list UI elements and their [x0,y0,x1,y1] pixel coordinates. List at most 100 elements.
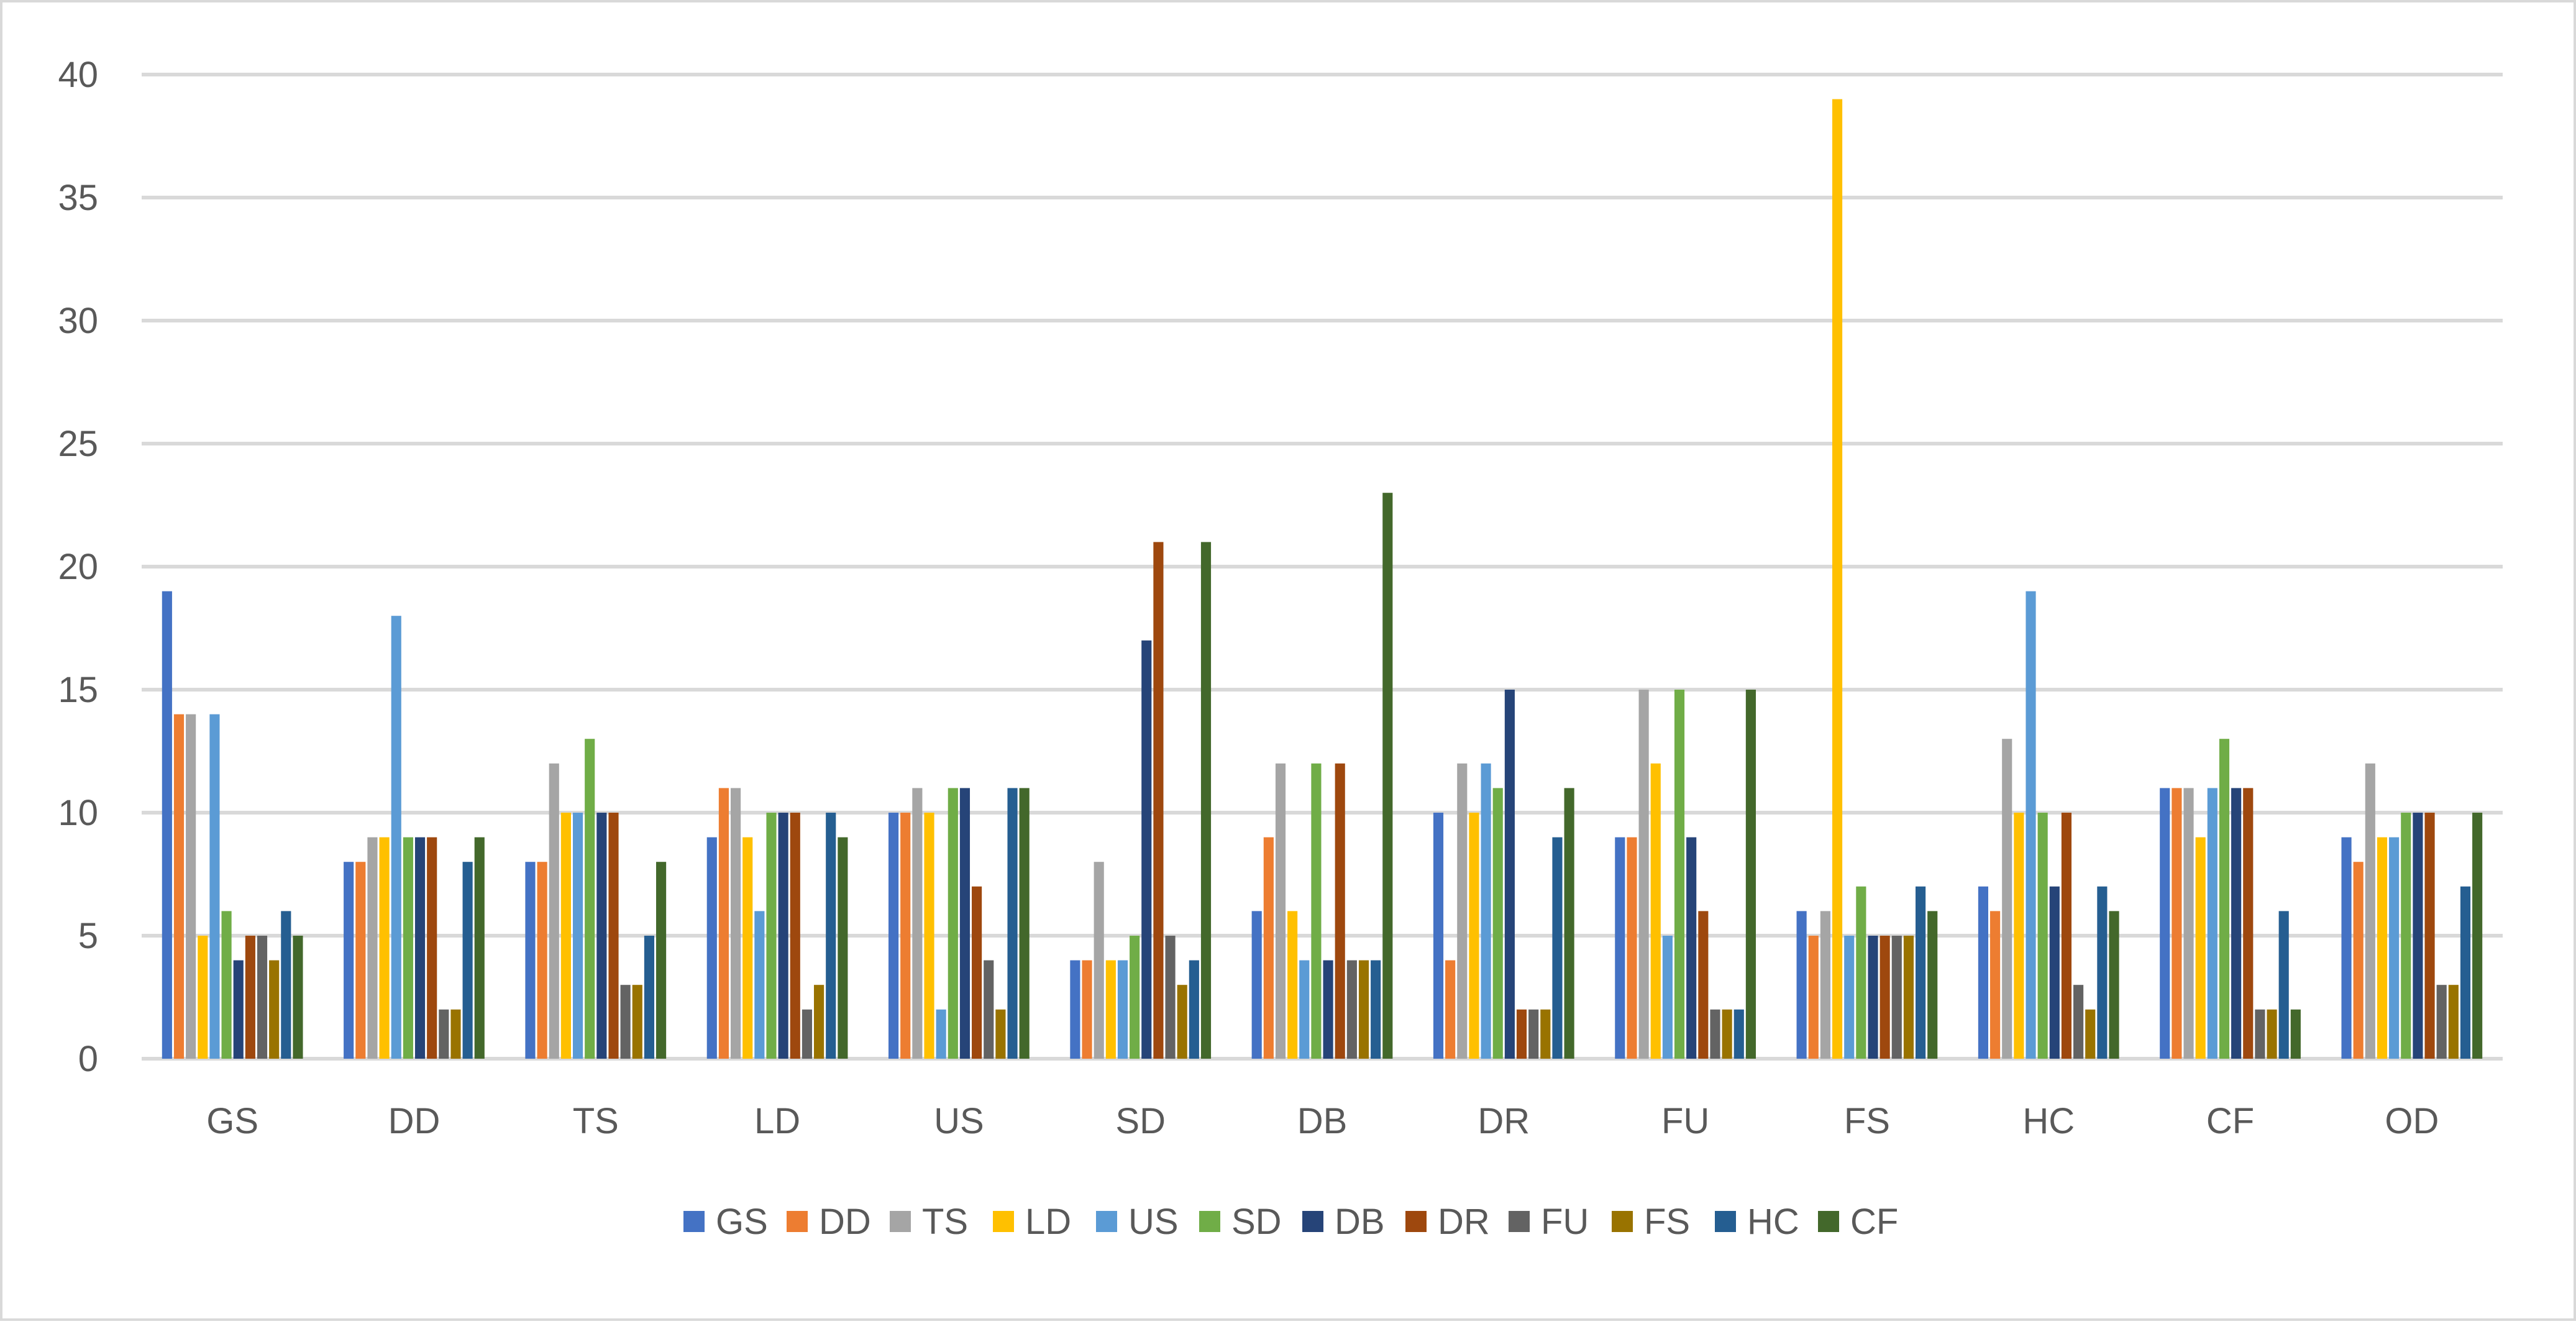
y-tick-label: 10 [58,793,98,833]
legend-label-fu: FU [1541,1202,1589,1242]
bar-us-hc [2026,591,2036,1059]
bar-cf-dd [474,837,485,1059]
bar-gs-sd [1070,960,1080,1059]
bar-cf-hc [2109,911,2119,1059]
bar-gs-dr [1433,813,1444,1059]
bar-dd-us [900,813,911,1059]
bar-us-gs [209,714,220,1059]
bar-cf-sd [1200,542,1212,1059]
bar-us-cf [2207,788,2217,1059]
legend-label-dr: DR [1438,1202,1490,1242]
x-tick-label: DR [1478,1101,1530,1141]
x-tick-label: GS [206,1101,258,1141]
y-tick-label: 35 [58,178,98,218]
y-tick-label: 20 [58,547,98,587]
bar-cf-od [2472,813,2483,1059]
bar-db-cf [2231,788,2242,1059]
bar-db-us [959,788,971,1059]
bar-hc-dd [462,862,473,1059]
bar-fu-ld [802,1009,813,1059]
bar-dd-sd [1082,960,1092,1059]
bar-sd-sd [1130,936,1140,1059]
bar-dd-dd [355,862,366,1059]
bar-hc-od [2460,886,2471,1059]
legend-label-hc: HC [1747,1202,1799,1242]
bar-ld-us [924,813,934,1059]
x-tick-label: US [934,1101,984,1141]
bar-dr-us [972,886,982,1059]
bar-hc-ts [644,936,654,1059]
legend-label-gs: GS [716,1202,768,1242]
bar-cf-dr [1564,788,1574,1059]
y-tick-label: 25 [58,424,98,464]
bar-us-fu [1662,936,1673,1059]
legend-swatch-ts [890,1211,911,1232]
bar-cf-ld [838,837,848,1059]
bar-fs-hc [2085,1009,2096,1059]
bar-db-dr [1504,690,1515,1059]
bar-ld-sd [1105,960,1116,1059]
bar-ld-fu [1650,763,1661,1059]
legend-swatch-cf [1818,1211,1839,1232]
x-tick-label: FS [1844,1101,1890,1141]
bar-dd-od [2353,862,2364,1059]
bar-ts-dr [1457,763,1468,1059]
bar-sd-cf [2219,739,2230,1059]
bar-hc-dr [1552,837,1563,1059]
bar-ts-ts [549,763,559,1059]
bar-ld-db [1287,911,1298,1059]
bar-fu-sd [1165,936,1176,1059]
bar-fs-fu [1722,1009,1732,1059]
x-tick-label: HC [2022,1101,2075,1141]
legend-label-cf: CF [1850,1202,1898,1242]
bar-sd-od [2401,813,2411,1059]
bar-ts-sd [1094,862,1104,1059]
bar-ld-od [2377,837,2388,1059]
y-tick-label: 5 [78,916,98,956]
legend-label-db: DB [1335,1202,1385,1242]
bar-db-ld [778,813,788,1059]
bar-ld-dr [1469,813,1479,1059]
bar-hc-fu [1733,1009,1744,1059]
bar-us-od [2389,837,2400,1059]
bar-cf-db [1382,493,1393,1059]
legend-label-ld: LD [1025,1202,1071,1242]
bar-ts-gs [186,714,196,1059]
x-tick-label: OD [2385,1101,2439,1141]
bar-db-ts [596,813,607,1059]
bar-ld-fs [1832,99,1843,1059]
legend: GS DD TS LD US SD DB DR FU FS HC CF [683,1202,1898,1242]
bar-ts-fu [1638,690,1649,1059]
bar-fu-fs [1891,936,1902,1059]
bar-dd-dr [1445,960,1456,1059]
bar-cf-ts [656,862,667,1059]
bar-cf-cf [2290,1009,2301,1059]
bar-ld-ts [560,813,571,1059]
bar-fs-od [2448,985,2459,1059]
bar-hc-sd [1189,960,1199,1059]
legend-label-sd: SD [1231,1202,1282,1242]
bar-ld-hc [2014,813,2024,1059]
bar-hc-hc [2097,886,2108,1059]
bar-ts-hc [2002,739,2012,1059]
bar-fu-hc [2073,985,2084,1059]
legend-swatch-sd [1199,1211,1220,1232]
bar-gs-us [888,813,899,1059]
bar-fu-ts [620,985,631,1059]
bar-fu-cf [2255,1009,2265,1059]
bar-ts-od [2365,763,2375,1059]
bar-cf-fu [1745,690,1756,1059]
bar-hc-fs [1916,886,1926,1059]
bar-db-fs [1868,936,1878,1059]
legend-swatch-dd [787,1211,808,1232]
bar-sd-ts [585,739,595,1059]
bar-sd-db [1311,763,1322,1059]
x-tick-label: DB [1297,1101,1348,1141]
bar-ts-db [1275,763,1286,1059]
bar-gs-hc [1978,886,1988,1059]
bar-db-db [1323,960,1333,1059]
bar-dd-fs [1808,936,1819,1059]
x-tick-label: FU [1661,1101,1709,1141]
bar-dd-fu [1627,837,1637,1059]
bar-dr-dr [1516,1009,1527,1059]
